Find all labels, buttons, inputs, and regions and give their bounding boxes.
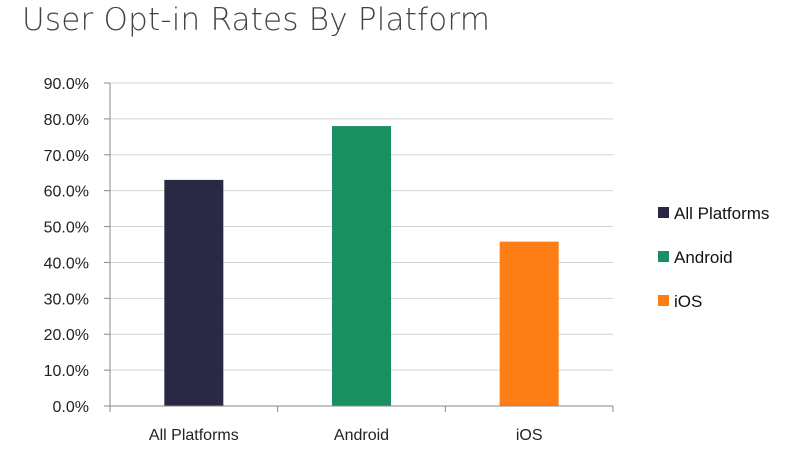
y-tick-label: 80.0% (44, 112, 89, 129)
bars (164, 126, 559, 407)
legend-label: Android (674, 248, 733, 267)
y-tick-label: 90.0% (44, 76, 89, 93)
legend-label: iOS (674, 292, 702, 311)
axes (109, 83, 613, 407)
x-axis-ticks: All Platforms Android iOS (109, 406, 614, 444)
x-tick-label: iOS (516, 427, 543, 444)
legend: All Platforms Android iOS (658, 204, 769, 311)
bar-ios (499, 241, 559, 406)
y-tick-label: 10.0% (44, 363, 89, 380)
legend-swatch (658, 251, 669, 262)
x-tick-label: All Platforms (149, 427, 239, 444)
y-tick-label: 20.0% (44, 327, 89, 344)
y-tick-label: 60.0% (44, 184, 89, 201)
y-tick-label: 50.0% (44, 220, 89, 237)
x-tick-label: Android (334, 427, 389, 444)
y-tick-label: 30.0% (44, 291, 89, 308)
legend-swatch (658, 295, 669, 306)
y-tick-label: 40.0% (44, 255, 89, 272)
legend-label: All Platforms (674, 204, 769, 223)
bar-android (332, 126, 391, 407)
y-tick-label: 70.0% (44, 148, 89, 165)
y-tick-label: 0.0% (53, 399, 89, 416)
chart-title: User Opt-in Rates By Platform (22, 2, 491, 38)
bar-all-platforms (164, 179, 224, 406)
legend-swatch (658, 207, 669, 218)
y-axis-ticks: 0.0% 10.0% 20.0% 30.0% 40.0% 50.0% 60.0% 70.0% 8… (44, 76, 110, 416)
